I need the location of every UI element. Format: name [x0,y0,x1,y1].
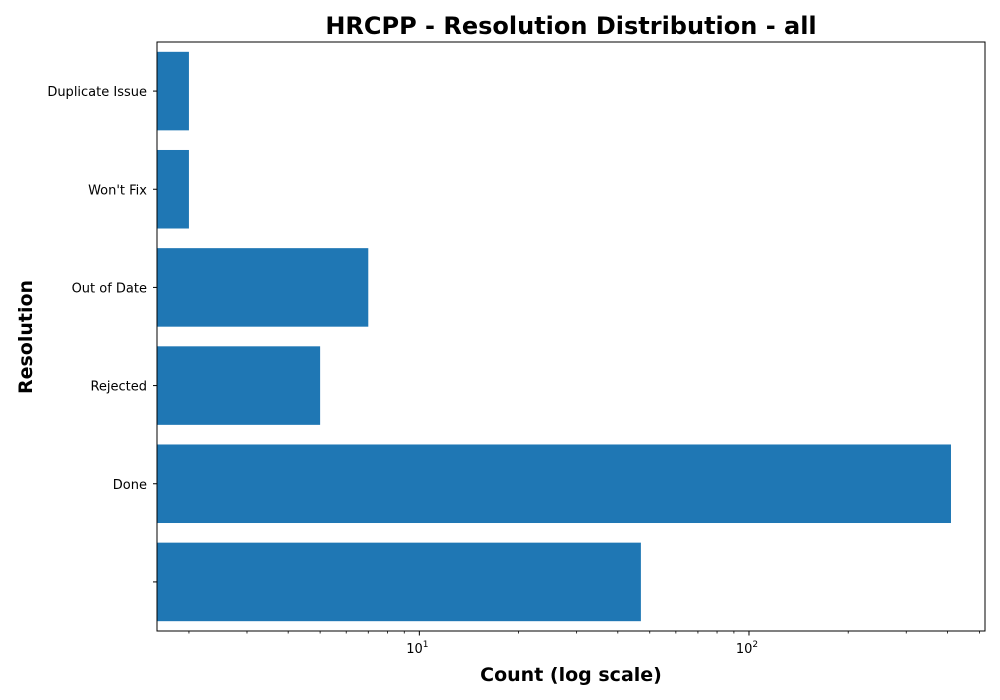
y-tick-label: Won't Fix [88,183,147,198]
y-tick-label: Duplicate Issue [47,85,147,100]
y-tick-label: Out of Date [72,281,147,296]
bar [157,444,951,524]
y-tick-label: Rejected [90,380,147,395]
bar [157,51,189,131]
bars-group [157,51,951,622]
x-tick-exponent: 1 [423,640,429,650]
chart-title: HRCPP - Resolution Distribution - all [325,12,816,40]
y-ticks-group: Done Rejected Out of Date Won't Fix Duplicat… [47,85,157,583]
x-ticks-group: 101 102 [188,631,980,657]
x-tick-base: 10 [736,642,753,657]
y-tick-label: Done [113,478,147,493]
bar [157,542,641,622]
x-tick-base: 10 [406,642,423,657]
x-tick-label: 101 [406,640,428,657]
plot-frame [156,41,986,632]
x-tick-exponent: 2 [752,640,758,650]
bar [157,248,369,327]
y-axis-label: Resolution [15,280,37,394]
bar [157,346,321,425]
bar [157,149,189,229]
x-axis-label: Count (log scale) [480,664,662,686]
x-tick-label: 102 [736,640,758,657]
